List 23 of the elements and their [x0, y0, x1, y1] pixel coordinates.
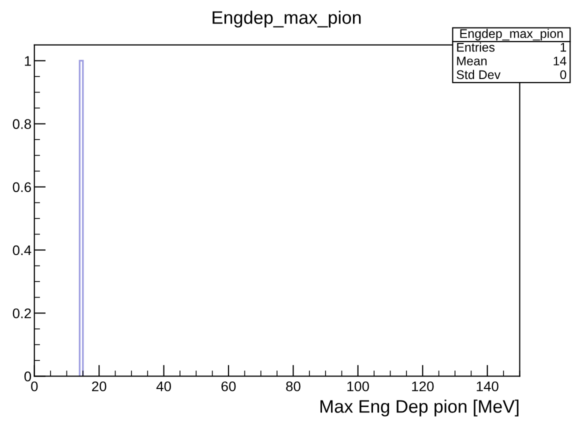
x-tick-label: 140 [476, 381, 498, 392]
annotation: Std Dev [456, 70, 501, 80]
y-tick-label: 0 [24, 372, 32, 382]
x-axis-title: Max Eng Dep pion [MeV] [320, 400, 518, 416]
annotation: Mean [457, 56, 487, 66]
text: Engdep_max_pion [460, 28, 563, 40]
x-tick-label: 120 [412, 381, 434, 392]
x-tick-label: 40 [156, 381, 171, 392]
text: 14 [554, 56, 566, 66]
x-tick-label: 0 [31, 381, 38, 392]
y-tick-label: 0.4 [12, 245, 32, 256]
x-tick-label: 100 [347, 381, 369, 392]
x-tick-label: 20 [92, 381, 106, 392]
text: 1 [560, 42, 566, 52]
x-tick-label: 80 [286, 381, 300, 392]
y-tick-label: 1 [24, 56, 31, 66]
y-tick-label: 0.2 [12, 308, 31, 318]
chart-title: Engdep_max_pion [212, 10, 361, 28]
y-tick-label: 0.8 [12, 119, 31, 129]
annotation: Entries [457, 42, 495, 52]
x-tick-label: 60 [221, 381, 236, 392]
text: 0 [560, 70, 566, 80]
y-tick-label: 0.6 [12, 182, 31, 192]
